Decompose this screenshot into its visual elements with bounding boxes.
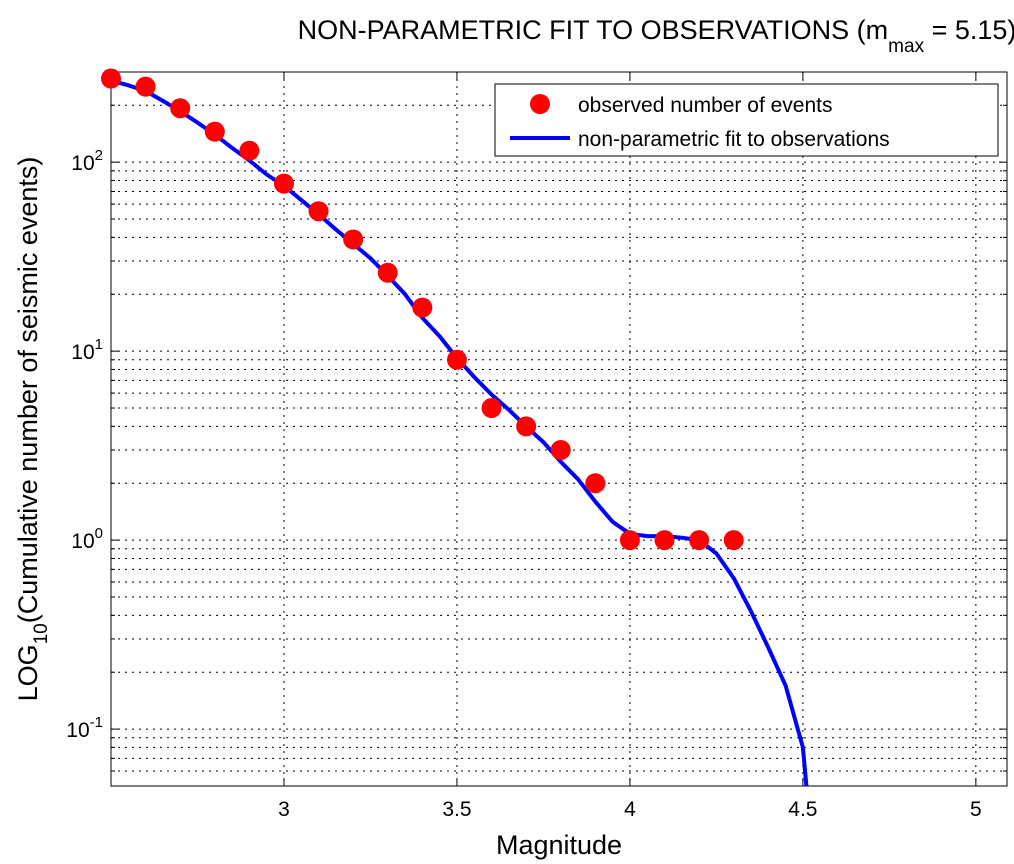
x-axis-tick-labels: 3 3.5 4 4.5 5 <box>278 798 982 821</box>
data-series <box>101 68 809 786</box>
chart-title-subscript: max <box>888 36 924 57</box>
y-axis-label-subscript: 10 <box>31 623 52 644</box>
grid <box>111 71 1007 787</box>
chart-title-tail: = 5.15) <box>924 15 1014 45</box>
observed-point <box>550 439 571 460</box>
legend: observed number of events non-parametric… <box>494 83 999 157</box>
observed-point <box>273 173 294 194</box>
observed-point <box>412 297 433 318</box>
y-axis-tick-labels: 10-1 100 101 102 <box>66 147 103 742</box>
observed-point <box>585 473 606 494</box>
observed-point <box>135 76 156 97</box>
x-tick-label: 5 <box>970 798 982 821</box>
observed-point <box>308 201 329 222</box>
legend-box <box>494 83 999 157</box>
observed-point <box>101 68 121 89</box>
chart-title-main: NON-PARAMETRIC FIT TO OBSERVATIONS (m <box>298 15 889 45</box>
y-tick-label: 101 <box>71 336 103 364</box>
observed-point <box>689 530 710 551</box>
y-tick-label: 100 <box>71 525 103 553</box>
chart-title: NON-PARAMETRIC FIT TO OBSERVATIONS (mmax… <box>298 15 1014 57</box>
observed-point <box>619 530 640 551</box>
y-axis-label-suffix: (Cumulative number of seismic events) <box>13 157 43 624</box>
observed-point <box>723 530 744 551</box>
observed-point <box>654 530 675 551</box>
x-tick-label: 3.5 <box>442 798 471 821</box>
legend-label-observed: observed number of events <box>578 94 832 117</box>
plot-area-frame <box>110 71 1008 787</box>
x-axis-label: Magnitude <box>496 830 622 860</box>
observed-point <box>170 98 191 119</box>
observed-point <box>481 398 502 419</box>
observed-point <box>446 349 467 370</box>
observed-point <box>239 140 260 161</box>
observed-point <box>204 121 225 142</box>
observed-point <box>377 262 398 283</box>
y-axis-label-prefix: LOG <box>13 644 43 701</box>
y-tick-label: 10-1 <box>66 714 103 742</box>
observed-point <box>343 229 364 250</box>
y-tick-label: 102 <box>71 147 103 175</box>
observed-point <box>516 416 537 437</box>
legend-label-fit: non-parametric fit to observations <box>578 128 890 151</box>
legend-marker-observed <box>530 94 550 114</box>
y-axis-label: LOG10(Cumulative number of seismic event… <box>13 157 52 702</box>
x-tick-label: 4.5 <box>788 798 817 821</box>
x-tick-label: 3 <box>278 798 290 821</box>
x-tick-label: 4 <box>624 798 636 821</box>
